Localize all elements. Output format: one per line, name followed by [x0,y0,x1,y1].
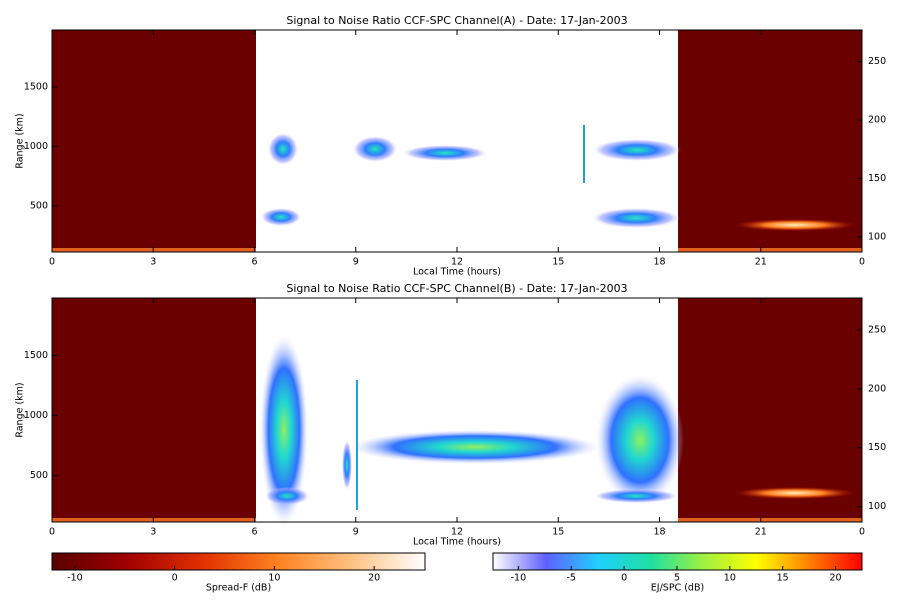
x-tick-label: 3 [150,257,156,268]
x-tick-label: 9 [353,257,359,268]
x-tick-label: 0 [859,527,865,538]
colorbar [492,552,863,571]
colorbar-tick-label: 0 [172,573,178,584]
y-tick-label: 500 [30,200,48,211]
y2-tick-label: 150 [868,442,886,453]
x-tick-label: 12 [451,527,463,538]
chart-title: Signal to Noise Ratio CCF-SPC Channel(B)… [286,282,627,295]
x-axis-label: Local Time (hours) [413,537,501,548]
colorbar-tick-label: 20 [830,573,842,584]
colorbar-tick-label: 10 [268,573,280,584]
colorbar-label: Spread-F (dB) [206,583,271,594]
y2-tick-label: 100 [868,231,886,242]
x-tick-label: 18 [653,527,665,538]
x-tick-label: 0 [49,257,55,268]
y2-tick-label: 150 [868,173,886,184]
y-tick-label: 1500 [24,350,48,361]
x-tick-label: 12 [451,257,463,268]
panel-b-image [52,298,862,525]
colorbar-tick-label: 20 [368,573,380,584]
y-tick-label: 1000 [24,410,48,421]
y2-tick-label: 200 [868,114,886,125]
y-axis-label: Range (km) [15,113,26,168]
y-tick-label: 1500 [24,81,48,92]
y2-tick-label: 250 [868,324,886,335]
y-axis-label: Range (km) [15,382,26,437]
y-tick-label: 500 [30,470,48,481]
x-tick-label: 18 [653,257,665,268]
x-tick-label: 15 [552,527,564,538]
colorbar [51,552,426,571]
panel-a-image [52,30,862,252]
x-tick-label: 21 [755,257,767,268]
x-tick-label: 0 [49,527,55,538]
colorbar-tick-label: 15 [777,573,789,584]
y2-tick-label: 100 [868,501,886,512]
colorbar-tick-label: -10 [67,573,83,584]
colorbar-tick-label: 10 [724,573,736,584]
colorbar-tick-label: 0 [621,573,627,584]
chart-title: Signal to Noise Ratio CCF-SPC Channel(A)… [286,14,627,27]
colorbar-tick-label: -5 [566,573,575,584]
x-tick-label: 6 [251,527,257,538]
x-tick-label: 21 [755,527,767,538]
x-tick-label: 9 [353,527,359,538]
x-tick-label: 6 [251,257,257,268]
colorbar-tick-label: 5 [674,573,680,584]
x-axis-label: Local Time (hours) [413,267,501,278]
colorbar-tick-label: -10 [511,573,527,584]
y-tick-label: 1000 [24,141,48,152]
y2-tick-label: 200 [868,383,886,394]
x-tick-label: 3 [150,527,156,538]
x-tick-label: 0 [859,257,865,268]
x-tick-label: 15 [552,257,564,268]
colorbar-label: EJ/SPC (dB) [651,583,704,594]
y2-tick-label: 250 [868,56,886,67]
